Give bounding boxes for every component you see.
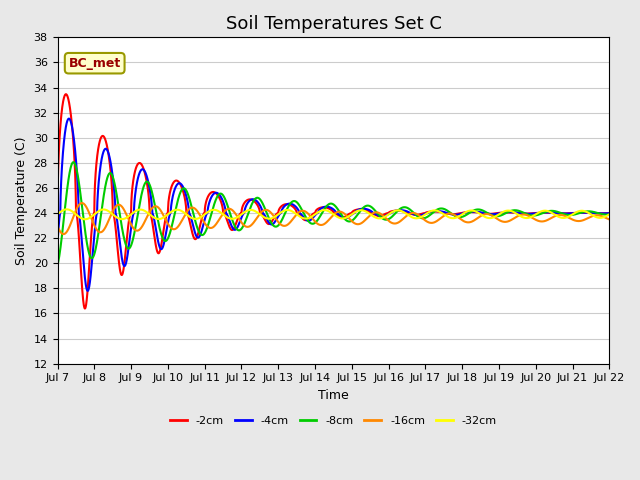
-32cm (154, 216, 162, 222)
-8cm (413, 213, 420, 218)
-32cm (54, 212, 61, 217)
-2cm (413, 212, 420, 218)
-2cm (385, 210, 392, 216)
X-axis label: Time: Time (318, 389, 349, 402)
-32cm (413, 216, 420, 221)
-16cm (154, 204, 162, 210)
Legend: -2cm, -4cm, -8cm, -16cm, -32cm: -2cm, -4cm, -8cm, -16cm, -32cm (166, 412, 501, 431)
Text: BC_met: BC_met (68, 57, 121, 70)
-16cm (605, 216, 613, 222)
Line: -8cm: -8cm (58, 162, 609, 265)
-4cm (605, 210, 613, 216)
-8cm (605, 212, 613, 217)
-2cm (81, 306, 89, 312)
-32cm (265, 216, 273, 222)
-8cm (465, 210, 473, 216)
-8cm (265, 214, 273, 220)
-32cm (81, 216, 89, 222)
-16cm (466, 219, 474, 225)
-32cm (385, 211, 392, 217)
-32cm (466, 208, 474, 214)
Title: Soil Temperatures Set C: Soil Temperatures Set C (225, 15, 442, 33)
-32cm (605, 212, 613, 217)
-2cm (54, 210, 61, 216)
-8cm (508, 208, 515, 214)
-4cm (466, 209, 474, 215)
-8cm (54, 263, 61, 268)
Line: -32cm: -32cm (58, 209, 609, 219)
-4cm (65, 116, 73, 121)
-8cm (70, 159, 77, 165)
-4cm (508, 209, 515, 215)
-16cm (265, 208, 273, 214)
-8cm (385, 216, 392, 222)
-2cm (62, 91, 70, 97)
-32cm (508, 208, 515, 214)
-16cm (78, 200, 86, 206)
Line: -4cm: -4cm (58, 119, 609, 291)
Y-axis label: Soil Temperature (C): Soil Temperature (C) (15, 136, 28, 265)
-2cm (508, 210, 515, 216)
-2cm (466, 209, 474, 215)
-2cm (265, 221, 273, 227)
-16cm (60, 231, 67, 237)
-4cm (413, 212, 420, 218)
Line: -2cm: -2cm (58, 94, 609, 309)
-4cm (265, 219, 273, 225)
-16cm (413, 211, 420, 217)
-16cm (54, 223, 61, 229)
-16cm (508, 217, 515, 223)
-4cm (54, 240, 61, 246)
-8cm (154, 217, 162, 223)
-2cm (154, 250, 162, 256)
-2cm (605, 210, 613, 216)
-32cm (63, 206, 70, 212)
Line: -16cm: -16cm (58, 203, 609, 234)
-4cm (385, 211, 392, 217)
-4cm (154, 238, 162, 244)
-16cm (385, 218, 392, 224)
-4cm (84, 288, 92, 294)
